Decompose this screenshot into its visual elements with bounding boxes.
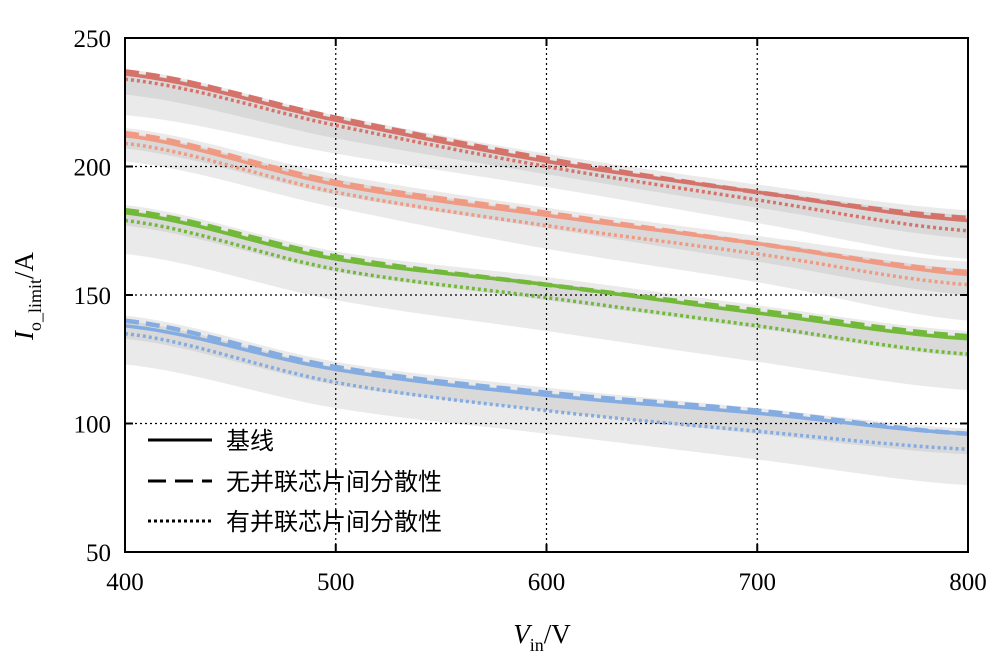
legend-item-with-dispersion: 有并联芯片间分散性 <box>148 508 442 536</box>
series-no-dispersion-group-3 <box>124 318 969 437</box>
y-axis-label: Io_limit/A <box>9 251 45 341</box>
series-with-dispersion-group-3 <box>124 331 969 451</box>
y-tick-label-50: 50 <box>86 540 111 567</box>
series-with-dispersion-group-0 <box>124 77 969 233</box>
y-axis-label-unit: /A <box>9 251 39 279</box>
x-tick-label-600: 600 <box>528 569 566 596</box>
legend-label-baseline: 基线 <box>226 427 274 455</box>
series-lines <box>124 69 969 451</box>
y-tick-label-150: 150 <box>74 283 112 310</box>
band-inner-group-3 <box>125 320 968 455</box>
series-no-dispersion-group-1 <box>124 130 969 275</box>
legend-item-no-dispersion: 无并联芯片间分散性 <box>148 468 442 496</box>
series-no-dispersion-group-2 <box>124 207 969 339</box>
x-axis-label: Vin/V <box>513 619 571 655</box>
series-with-dispersion-group-2 <box>124 218 969 356</box>
axis-ticks <box>124 37 969 553</box>
x-tick-label-800: 800 <box>949 569 987 596</box>
x-tick-label-500: 500 <box>317 569 355 596</box>
x-tick-labels: 400 500 600 700 800 <box>106 569 987 596</box>
series-no-dispersion-group-0 <box>124 69 969 221</box>
legend-item-baseline: 基线 <box>148 427 274 455</box>
x-axis-label-main: V <box>513 619 533 649</box>
legend-label-with-dispersion: 有并联芯片间分散性 <box>226 508 442 536</box>
legend-label-no-dispersion: 无并联芯片间分散性 <box>226 468 442 496</box>
y-axis-label-main: I <box>9 329 39 341</box>
y-tick-label-200: 200 <box>74 155 112 182</box>
band-inner-group-0 <box>125 71 968 239</box>
x-tick-label-400: 400 <box>106 569 144 596</box>
y-tick-label-250: 250 <box>74 26 112 53</box>
series-baseline-group-1 <box>124 133 969 277</box>
y-tick-label-100: 100 <box>74 412 112 439</box>
legend: 基线 无并联芯片间分散性 有并联芯片间分散性 <box>148 427 442 536</box>
x-tick-label-700: 700 <box>739 569 777 596</box>
y-tick-labels: 50 100 150 200 250 <box>74 26 112 567</box>
x-axis-label-unit: /V <box>544 619 572 649</box>
y-axis-label-sub: o_limit <box>25 279 45 331</box>
series-baseline-group-3 <box>124 324 969 436</box>
series-with-dispersion-group-1 <box>124 141 969 287</box>
x-axis-label-sub: in <box>530 635 544 655</box>
